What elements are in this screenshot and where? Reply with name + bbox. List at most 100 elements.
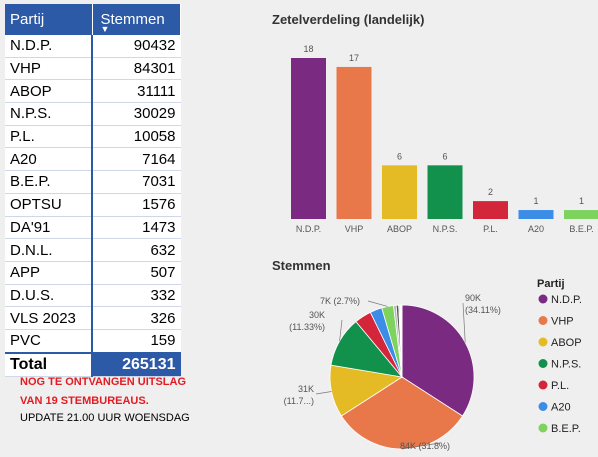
bar[interactable]	[382, 165, 417, 219]
total-value: 265131	[91, 351, 181, 377]
party-cell: D.U.S.	[5, 284, 92, 308]
bar-value-label: 18	[303, 44, 313, 54]
legend-marker	[538, 423, 548, 433]
party-cell: ABOP	[5, 79, 92, 104]
legend-marker	[538, 380, 548, 390]
legend-item[interactable]: VHP	[551, 316, 574, 328]
sort-descending-icon[interactable]: ▼	[100, 24, 110, 34]
votes-cell: 84301	[91, 57, 181, 81]
party-cell: N.D.P.	[5, 35, 92, 58]
table-row[interactable]: ABOP 31111	[5, 79, 181, 104]
pie-percent-label: (11.33%)	[289, 322, 325, 332]
bar-category-label: N.D.P.	[296, 224, 321, 234]
pie-value-label: 84K (31.8%)	[400, 441, 450, 451]
party-cell: D.N.L.	[5, 238, 92, 262]
note-line-2: VAN 19 STEMBUREAUS.	[20, 395, 149, 407]
pie-value-label: 30K	[309, 310, 325, 320]
table-row[interactable]: B.E.P. 7031	[5, 170, 181, 194]
legend-item[interactable]: P.L.	[551, 380, 569, 392]
votes-cell: 7031	[91, 170, 181, 194]
legend-item[interactable]: A20	[551, 402, 571, 414]
legend-marker	[538, 359, 548, 368]
party-cell: P.L.	[5, 125, 92, 149]
pie-leader-line	[462, 302, 466, 343]
party-cell: APP	[5, 261, 92, 285]
legend-marker	[538, 294, 548, 304]
table-row[interactable]: APP 507	[5, 261, 181, 285]
legend-item[interactable]: B.E.P.	[551, 423, 581, 435]
bar-category-label: ABOP	[387, 224, 412, 234]
votes-cell: 507	[91, 261, 181, 285]
votes-cell: 31111	[91, 79, 181, 104]
votes-cell: 332	[91, 284, 181, 308]
legend-title: Partij	[537, 278, 565, 290]
legend-marker	[538, 316, 548, 325]
note-line-1: NOG TE ONTVANGEN UITSLAG	[20, 376, 187, 388]
pie-leader-line	[401, 442, 441, 450]
legend-item[interactable]: N.D.P.	[551, 294, 582, 306]
table-body: N.D.P. 90432 VHP 84301 ABOP 31111 N.P.S. 30…	[5, 35, 181, 377]
column-header-party[interactable]: Partij	[5, 4, 93, 35]
party-cell: VHP	[5, 57, 92, 81]
bar-value-label: 6	[397, 151, 402, 161]
table-row[interactable]: N.P.S. 30029	[5, 102, 181, 126]
total-label: Total	[5, 351, 92, 377]
bar[interactable]	[291, 58, 326, 219]
votes-cell: 326	[91, 306, 181, 330]
pie-value-label: 7K (2.7%)	[320, 296, 360, 306]
bar[interactable]	[564, 210, 598, 219]
pie-legend: Partij N.D.P. VHP ABOP N.P.S. P.L. A20 B.E.P.	[537, 278, 582, 435]
bar-value-label: 6	[442, 151, 447, 161]
update-note: UPDATE 21.00 UUR WOENSDAG	[20, 412, 190, 424]
votes-cell: 7164	[91, 147, 181, 172]
bar-category-label: B.E.P.	[569, 224, 593, 234]
legend-marker	[538, 402, 548, 411]
legend-item[interactable]: N.P.S.	[551, 359, 581, 371]
party-cell: VLS 2023	[5, 306, 92, 330]
party-cell: B.E.P.	[5, 170, 92, 194]
table-row[interactable]: VHP 84301	[5, 57, 181, 81]
table-row[interactable]: DA'91 1473	[5, 216, 181, 240]
table-row[interactable]: D.N.L. 632	[5, 238, 181, 262]
bar-value-label: 1	[533, 196, 538, 206]
bar[interactable]	[427, 165, 463, 219]
votes-cell: 1473	[91, 216, 181, 240]
party-cell: A20	[5, 147, 92, 172]
pie-value-label: 31K	[298, 384, 314, 394]
table-row[interactable]: A20 7164	[5, 147, 181, 172]
pie-percent-label: (34.11%)	[465, 305, 501, 315]
pie-leader-line	[315, 391, 332, 395]
party-cell: OPTSU	[5, 193, 92, 217]
bar-value-label: 17	[349, 53, 359, 63]
pie-chart-title: Stemmen	[272, 258, 331, 273]
table-row[interactable]: P.L. 10058	[5, 125, 181, 149]
pie-leader-line	[367, 300, 388, 307]
pie-value-label: 90K	[465, 293, 481, 303]
bar[interactable]	[518, 210, 554, 219]
bar-chart-title: Zetelverdeling (landelijk)	[272, 12, 424, 27]
pie-chart: 90K (34.11%) 84K (31.8%) 31K (11.7...) 30K (11…	[284, 293, 501, 451]
bar-category-label: N.P.S.	[433, 224, 458, 234]
bar[interactable]	[473, 201, 508, 219]
bar-value-label: 1	[579, 196, 584, 206]
pie-percent-label: (11.7...)	[284, 396, 314, 406]
votes-table: Partij Stemmen ▼ N.D.P. 90432 VHP 84301 AB…	[5, 4, 181, 377]
bar[interactable]	[336, 66, 372, 219]
bar-category-label: P.L.	[483, 224, 498, 234]
legend-item[interactable]: ABOP	[551, 337, 582, 349]
column-header-votes[interactable]: Stemmen ▼	[92, 4, 181, 35]
table-row[interactable]: D.U.S. 332	[5, 284, 181, 308]
bar-value-label: 2	[488, 187, 493, 197]
table-row[interactable]: VLS 2023 326	[5, 306, 181, 330]
table-row[interactable]: OPTSU 1576	[5, 193, 181, 217]
votes-cell: 30029	[91, 102, 181, 126]
total-row: Total 265131	[5, 351, 181, 377]
bar-category-label: VHP	[345, 224, 364, 234]
votes-cell: 10058	[91, 125, 181, 149]
votes-cell: 632	[91, 238, 181, 262]
bar-chart: 18 N.D.P. 17 VHP 6 ABOP 6 N.P.S. 2 P.L. 1 A20 1 B.E.P…	[291, 44, 598, 234]
bar-category-label: A20	[528, 224, 544, 234]
table-row[interactable]: N.D.P. 90432	[5, 35, 181, 58]
legend-marker	[538, 337, 548, 347]
votes-cell: 159	[91, 329, 181, 354]
